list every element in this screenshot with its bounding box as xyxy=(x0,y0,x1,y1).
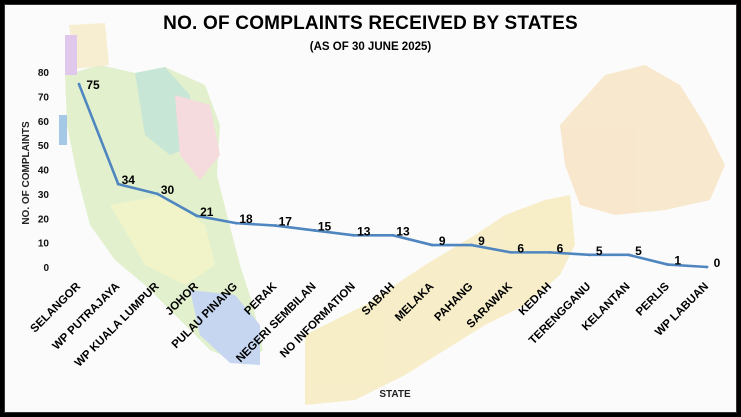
data-point xyxy=(195,214,199,218)
data-label: 1 xyxy=(674,254,681,268)
data-point xyxy=(391,233,395,237)
data-point xyxy=(156,192,159,196)
data-label: 30 xyxy=(161,183,175,197)
map-background xyxy=(59,23,725,405)
data-point xyxy=(116,182,120,186)
data-point xyxy=(705,265,709,269)
y-tick-label: 80 xyxy=(38,68,50,79)
data-label: 5 xyxy=(596,244,603,258)
data-label: 5 xyxy=(635,244,642,258)
y-tick-label: 10 xyxy=(38,239,50,250)
data-point xyxy=(77,82,81,86)
data-point xyxy=(313,229,316,232)
data-point xyxy=(430,243,434,247)
y-axis-label: NO. OF COMPLAINTS xyxy=(21,121,32,225)
data-label: 21 xyxy=(200,205,214,219)
chart-frame: NO. OF COMPLAINTS STATE 0 10 20 30 40 50 60 70 8… xyxy=(4,4,737,413)
y-tick-label: 60 xyxy=(38,117,50,128)
x-axis-label: STATE xyxy=(379,389,411,400)
data-label: 15 xyxy=(318,219,332,233)
data-label: 17 xyxy=(279,215,293,229)
data-label: 0 xyxy=(714,256,721,270)
data-point xyxy=(273,224,277,227)
x-tick-label: PERLIS xyxy=(634,280,672,318)
data-labels: 75 34 30 21 18 17 15 13 13 9 9 6 6 5 5 1 0 xyxy=(86,78,720,270)
data-point xyxy=(234,221,238,225)
data-label: 18 xyxy=(239,212,253,226)
y-tick-label: 70 xyxy=(38,92,50,103)
data-label: 9 xyxy=(439,234,446,248)
data-point xyxy=(548,250,552,254)
y-tick-label: 0 xyxy=(43,263,49,274)
y-tick-label: 40 xyxy=(38,166,50,177)
data-label: 6 xyxy=(517,241,524,255)
data-label: 6 xyxy=(557,241,564,255)
y-tick-label: 30 xyxy=(38,190,50,201)
data-label: 13 xyxy=(357,224,371,238)
data-point xyxy=(627,253,630,257)
chart-area: NO. OF COMPLAINTS STATE 0102030405060708… xyxy=(21,23,725,405)
data-label: 9 xyxy=(478,234,485,248)
chart-title: NO. OF COMPLAINTS RECEIVED BY STATES xyxy=(163,13,578,34)
data-point xyxy=(470,243,473,247)
x-tick-label: WP PUTRAJAYA xyxy=(50,281,122,353)
data-point xyxy=(352,233,356,237)
y-tick-label: 50 xyxy=(38,141,50,152)
y-tick-label: 20 xyxy=(38,214,50,225)
data-point xyxy=(666,263,670,266)
data-label: 13 xyxy=(396,224,410,238)
data-label: 75 xyxy=(86,78,100,92)
data-point xyxy=(509,250,513,254)
series-line-group xyxy=(77,82,709,269)
y-axis-ticks: 0 10 20 30 40 50 60 70 80 xyxy=(38,68,50,274)
data-label: 34 xyxy=(122,173,136,187)
chart-subtitle: (AS OF 30 JUNE 2025) xyxy=(309,41,432,53)
data-point xyxy=(587,253,591,257)
